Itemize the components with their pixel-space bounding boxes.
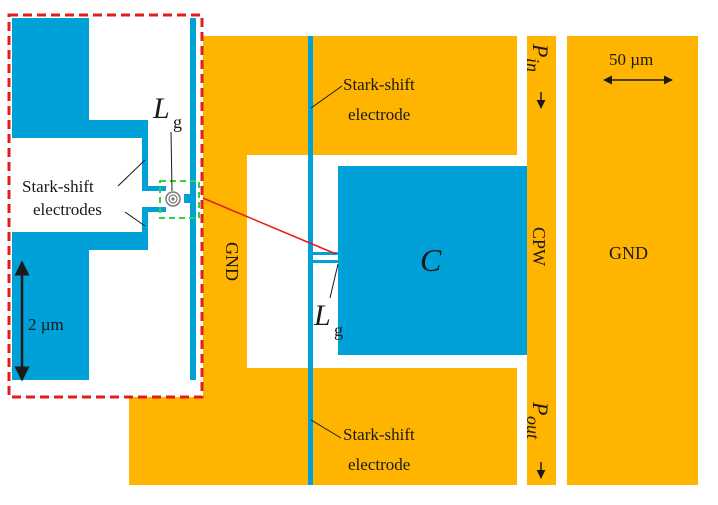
stark-top-leader [310,85,343,109]
inset-strip-upper [12,120,148,138]
stark-top-label-line2: electrode [348,105,410,124]
inset-stark-leader-upper [117,159,146,187]
p-out-label: P out [523,401,553,440]
inset-link-upper [142,138,148,190]
stark-bottom-leader [310,419,342,439]
inset-inductor-symbol: L [152,92,170,125]
inset-inductor-label: L g [152,92,182,132]
gnd-right-label: GND [609,243,648,263]
electrode-stub-bottom [311,260,339,263]
gnd-left-label: GND [222,242,242,281]
inset-stark-leader-lower [124,211,146,227]
inset-stark-label-line1: Stark-shift [22,177,94,196]
p-in-label: P in [523,43,553,72]
main-inductor-leader [329,263,339,299]
inset-zoom-view [7,13,204,399]
stark-bottom-label-line2: electrode [348,455,410,474]
spiral-inductor-icon [165,191,181,207]
inset-stark-label-line2: electrodes [33,200,102,219]
inset-scale-label: 2 µm [28,315,64,334]
zoom-connector-line [197,195,337,255]
main-inductor-subscript: g [334,320,343,340]
stark-shift-electrode-line [308,36,313,485]
main-inductor-label: L g [313,299,343,340]
p-out-symbol: P [528,401,553,415]
cpw-label: CPW [529,227,549,266]
stark-bottom-label-line1: Stark-shift [343,425,415,444]
capacitor-label: C [420,242,442,278]
inset-strip-lower [12,232,148,250]
inset-junction-arm-upper [142,186,166,191]
gnd-plane-left [129,36,517,485]
inset-inductor-leader [170,131,173,192]
p-in-subscript: in [523,58,543,72]
inset-link-lower [142,208,148,232]
gnd-plane-right [567,36,698,485]
inset-zoom-box [159,180,200,219]
main-inductor-symbol: L [313,299,331,332]
inset-pad-upper [12,18,89,120]
stark-top-label-line1: Stark-shift [343,75,415,94]
cpw-strip [527,36,556,485]
p-out-subscript: out [523,416,543,440]
electrode-stub-top [311,252,339,255]
inset-junction-arm-lower [142,207,166,212]
main-scale-label: 50 µm [609,50,653,69]
inset-inductor-subscript: g [173,112,182,132]
inset-electrode-right [190,18,196,380]
inset-frame [7,13,204,399]
inset-electrode-tap [184,194,192,203]
capacitor-pad [338,166,527,355]
p-in-symbol: P [528,43,553,57]
